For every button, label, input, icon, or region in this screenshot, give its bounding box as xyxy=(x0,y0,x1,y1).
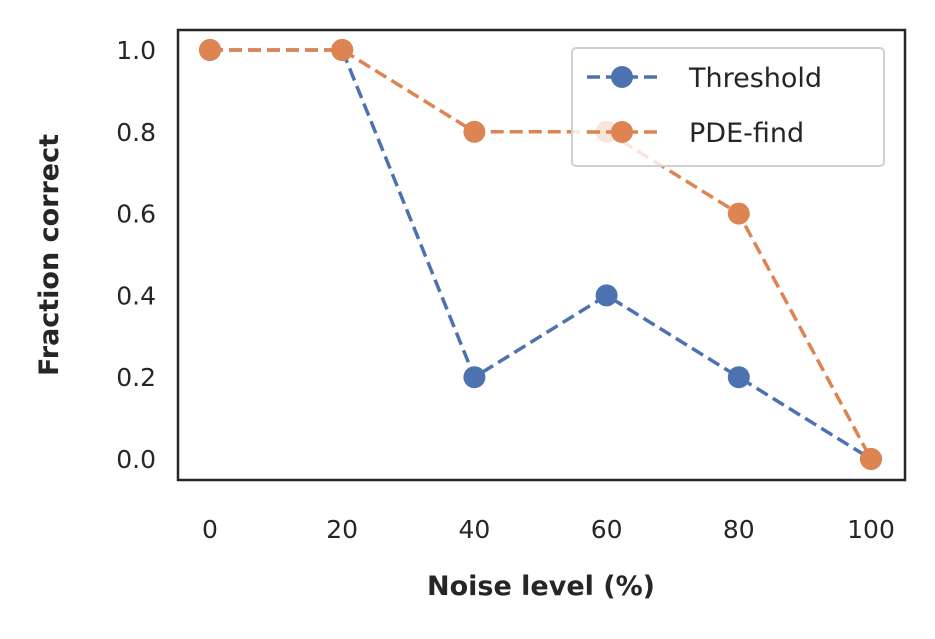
x-tick-label: 20 xyxy=(326,515,358,544)
y-tick-labels: 0.0 0.2 0.4 0.6 0.8 1.0 xyxy=(116,36,156,474)
x-tick-labels: 0 20 40 60 80 100 xyxy=(202,515,895,544)
legend-label: PDE-find xyxy=(689,118,804,149)
y-tick-label: 0.6 xyxy=(116,200,156,229)
legend-marker-swatch xyxy=(611,121,633,143)
y-tick-label: 0.8 xyxy=(116,118,156,147)
data-point xyxy=(199,39,221,61)
legend: Threshold PDE-find xyxy=(571,47,885,167)
legend-marker-swatch xyxy=(611,66,633,88)
x-tick-label: 40 xyxy=(458,515,490,544)
y-axis-label: Fraction correct xyxy=(34,134,65,376)
x-tick-label: 0 xyxy=(202,515,218,544)
y-tick-label: 0.0 xyxy=(116,445,156,474)
data-point xyxy=(727,202,750,225)
data-point xyxy=(331,39,354,61)
x-tick-label: 60 xyxy=(591,515,623,544)
legend-entry: PDE-find xyxy=(587,118,804,149)
x-axis-label: Noise level (%) xyxy=(427,571,655,602)
data-point xyxy=(595,284,618,307)
data-point xyxy=(860,448,882,470)
legend-label: Threshold xyxy=(688,63,822,94)
data-point xyxy=(463,366,486,389)
axes-frame xyxy=(176,28,907,482)
series-line xyxy=(210,48,873,460)
legend-entry: Threshold xyxy=(587,63,822,94)
y-tick-label: 0.4 xyxy=(116,281,156,310)
y-tick-label: 1.0 xyxy=(116,36,156,65)
series-line xyxy=(210,48,872,461)
data-point xyxy=(463,120,486,143)
y-tick-label: 0.2 xyxy=(116,363,156,392)
x-tick-label: 80 xyxy=(723,515,755,544)
x-tick-label: 100 xyxy=(847,515,895,544)
data-point xyxy=(727,366,750,389)
